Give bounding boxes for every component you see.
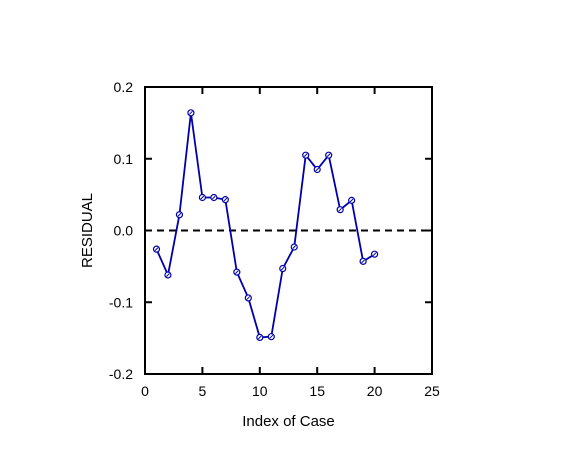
data-point-mark [361, 259, 365, 264]
y-tick-label: 0.1 [114, 151, 134, 167]
data-point-mark [280, 266, 285, 271]
y-tick-label: -0.2 [109, 366, 133, 382]
series-line [155, 112, 376, 339]
data-point-mark [326, 153, 331, 158]
data-point-mark [200, 195, 205, 200]
x-axis-ticks: 0 5 10 15 20 25 [141, 87, 440, 399]
data-point-mark [177, 212, 182, 217]
data-point-mark [154, 247, 159, 252]
y-axis-label: RESIDUAL [79, 193, 96, 268]
data-point-mark [303, 153, 308, 158]
x-tick-label: 25 [424, 383, 440, 399]
x-tick-label: 0 [141, 383, 149, 399]
y-tick-label: 0.2 [114, 79, 134, 95]
data-point-mark [212, 195, 216, 200]
x-tick-label: 5 [199, 383, 207, 399]
data-point-mark [372, 252, 377, 257]
data-point-mark [234, 270, 239, 274]
data-point-mark [315, 167, 320, 172]
series-residuals [152, 109, 379, 342]
data-point-mark [189, 110, 193, 115]
x-axis-label: Index of Case [242, 413, 335, 430]
data-point-mark [338, 207, 343, 212]
data-point-mark [292, 245, 297, 249]
y-tick-label: -0.1 [109, 294, 133, 310]
data-point-mark [349, 198, 354, 203]
data-point-mark [166, 273, 170, 277]
x-tick-label: 20 [367, 383, 383, 399]
data-point-mark [269, 334, 274, 339]
data-point-mark [223, 197, 228, 202]
data-point-mark [246, 296, 251, 300]
y-tick-label: 0.0 [114, 223, 134, 239]
x-tick-label: 10 [252, 383, 268, 399]
y-axis-ticks: -0.2 -0.1 0.0 0.1 0.2 [109, 79, 432, 382]
data-point-mark [257, 335, 262, 340]
x-tick-label: 15 [309, 383, 325, 399]
